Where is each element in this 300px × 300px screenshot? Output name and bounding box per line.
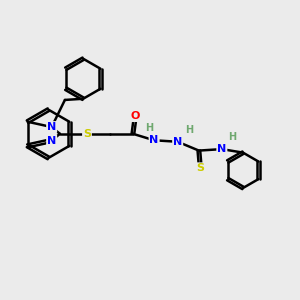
Text: N: N xyxy=(47,122,56,132)
Text: H: H xyxy=(228,132,236,142)
Text: H: H xyxy=(145,123,153,133)
Text: S: S xyxy=(83,129,91,139)
Text: N: N xyxy=(217,144,226,154)
Text: N: N xyxy=(149,135,159,145)
Text: N: N xyxy=(173,137,182,147)
Text: O: O xyxy=(130,111,140,121)
Text: N: N xyxy=(47,136,56,146)
Text: S: S xyxy=(196,163,204,173)
Text: H: H xyxy=(185,125,193,135)
